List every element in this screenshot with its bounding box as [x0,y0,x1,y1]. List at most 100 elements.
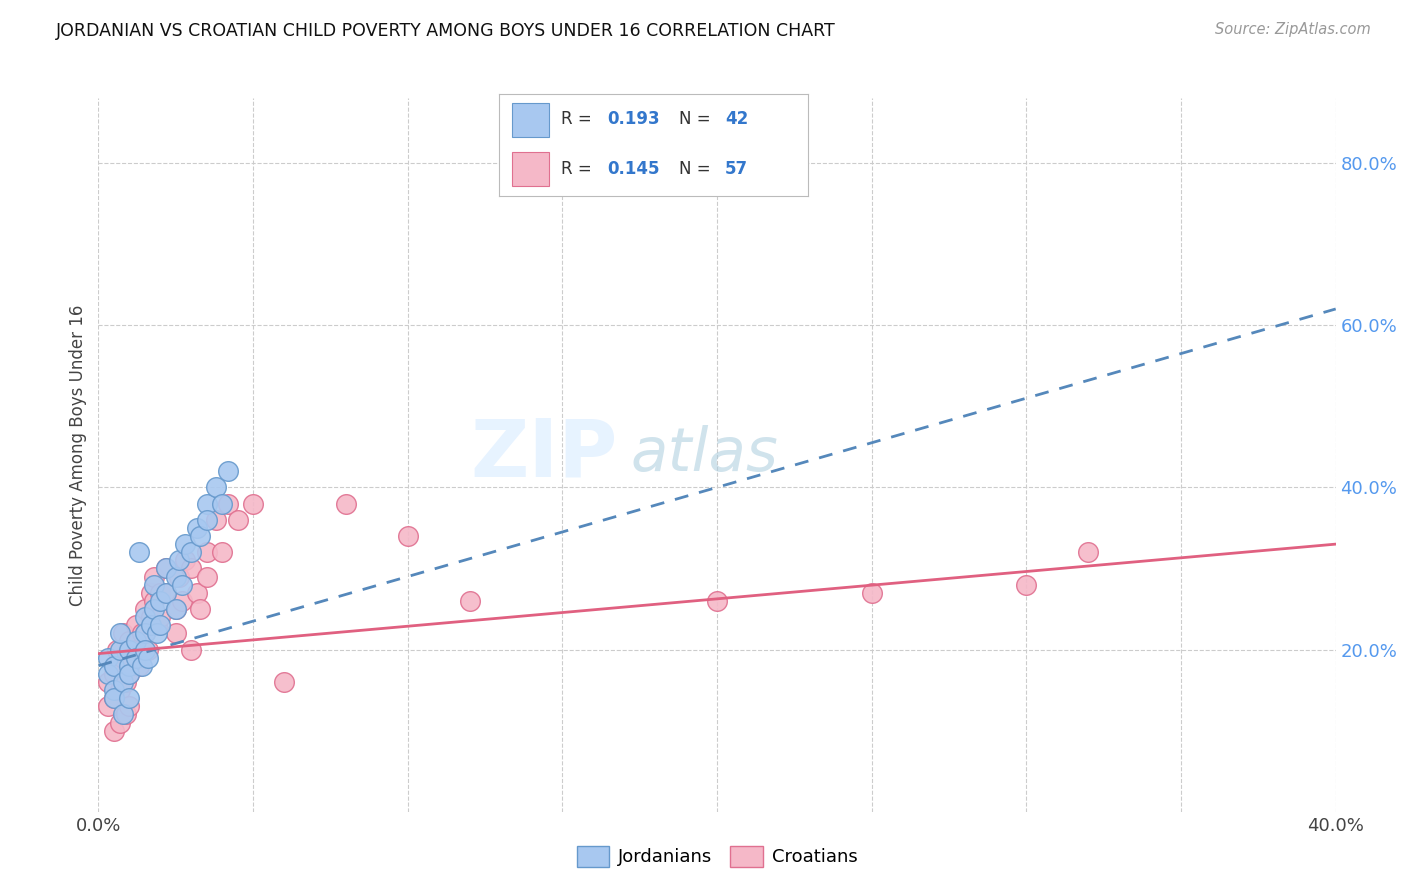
Point [105,642,128,657]
Point [124,618,146,632]
Point [118,658,141,673]
Bar [512,103,548,136]
Point [155,561,177,575]
Point [105,658,128,673]
Point [108,715,131,730]
Text: ZIP: ZIP [471,416,619,494]
Point [108,683,131,698]
Point [205,513,228,527]
Point [124,650,146,665]
Point [118,666,141,681]
Point [155,561,177,575]
Point [124,642,146,657]
Point [335,497,357,511]
Point [170,594,193,608]
Text: 0.193: 0.193 [607,111,659,128]
Point [165,569,187,583]
Point [195,497,218,511]
Point [131,658,153,673]
Point [118,634,141,648]
Point [134,610,156,624]
Point [112,707,135,722]
Bar [512,153,548,186]
Point [134,626,156,640]
Point [103,658,125,673]
Point [190,529,212,543]
Point [706,594,728,608]
Point [155,586,177,600]
Point [118,699,141,714]
Text: 42: 42 [725,111,748,128]
Point [180,642,202,657]
Point [146,626,169,640]
Point [118,666,141,681]
Point [165,626,187,640]
Point [180,561,202,575]
Point [211,545,233,559]
Point [195,545,218,559]
Point [180,545,202,559]
Point [211,497,233,511]
Point [118,691,141,706]
Point [1077,545,1099,559]
Text: R =: R = [561,160,598,178]
Y-axis label: Child Poverty Among Boys Under 16: Child Poverty Among Boys Under 16 [69,304,87,606]
Point [149,618,172,632]
Text: R =: R = [561,111,598,128]
Point [143,569,166,583]
Point [128,545,150,559]
Point [134,626,156,640]
Point [118,642,141,657]
Text: Source: ZipAtlas.com: Source: ZipAtlas.com [1215,22,1371,37]
Point [128,658,150,673]
Point [149,610,172,624]
Text: 57: 57 [725,160,748,178]
Point [112,626,135,640]
Point [143,577,166,591]
Point [860,586,883,600]
Point [131,626,153,640]
Point [108,642,131,657]
Point [139,618,162,632]
Point [112,650,135,665]
Point [103,683,125,698]
Point [186,586,208,600]
Point [108,626,131,640]
Point [149,594,172,608]
Point [112,675,135,690]
Point [195,569,218,583]
Point [1015,577,1038,591]
Point [149,586,172,600]
Point [167,553,190,567]
Point [165,602,187,616]
Point [273,675,295,690]
Point [139,610,162,624]
Legend: Jordanians, Croatians: Jordanians, Croatians [569,838,865,874]
Point [97,675,120,690]
Point [217,497,239,511]
Point [396,529,419,543]
Point [136,650,159,665]
Point [118,650,141,665]
Point [143,594,166,608]
Text: N =: N = [679,160,716,178]
Point [115,707,138,722]
Point [134,642,156,657]
Point [143,602,166,616]
Point [115,675,138,690]
Text: 0.145: 0.145 [607,160,659,178]
Point [103,666,125,681]
Point [195,513,218,527]
Point [167,569,190,583]
Point [97,699,120,714]
Point [97,650,120,665]
Point [124,634,146,648]
Point [217,464,239,478]
Point [103,691,125,706]
Point [134,602,156,616]
Point [165,602,187,616]
Point [458,594,481,608]
Point [226,513,249,527]
Point [97,666,120,681]
Text: N =: N = [679,111,716,128]
